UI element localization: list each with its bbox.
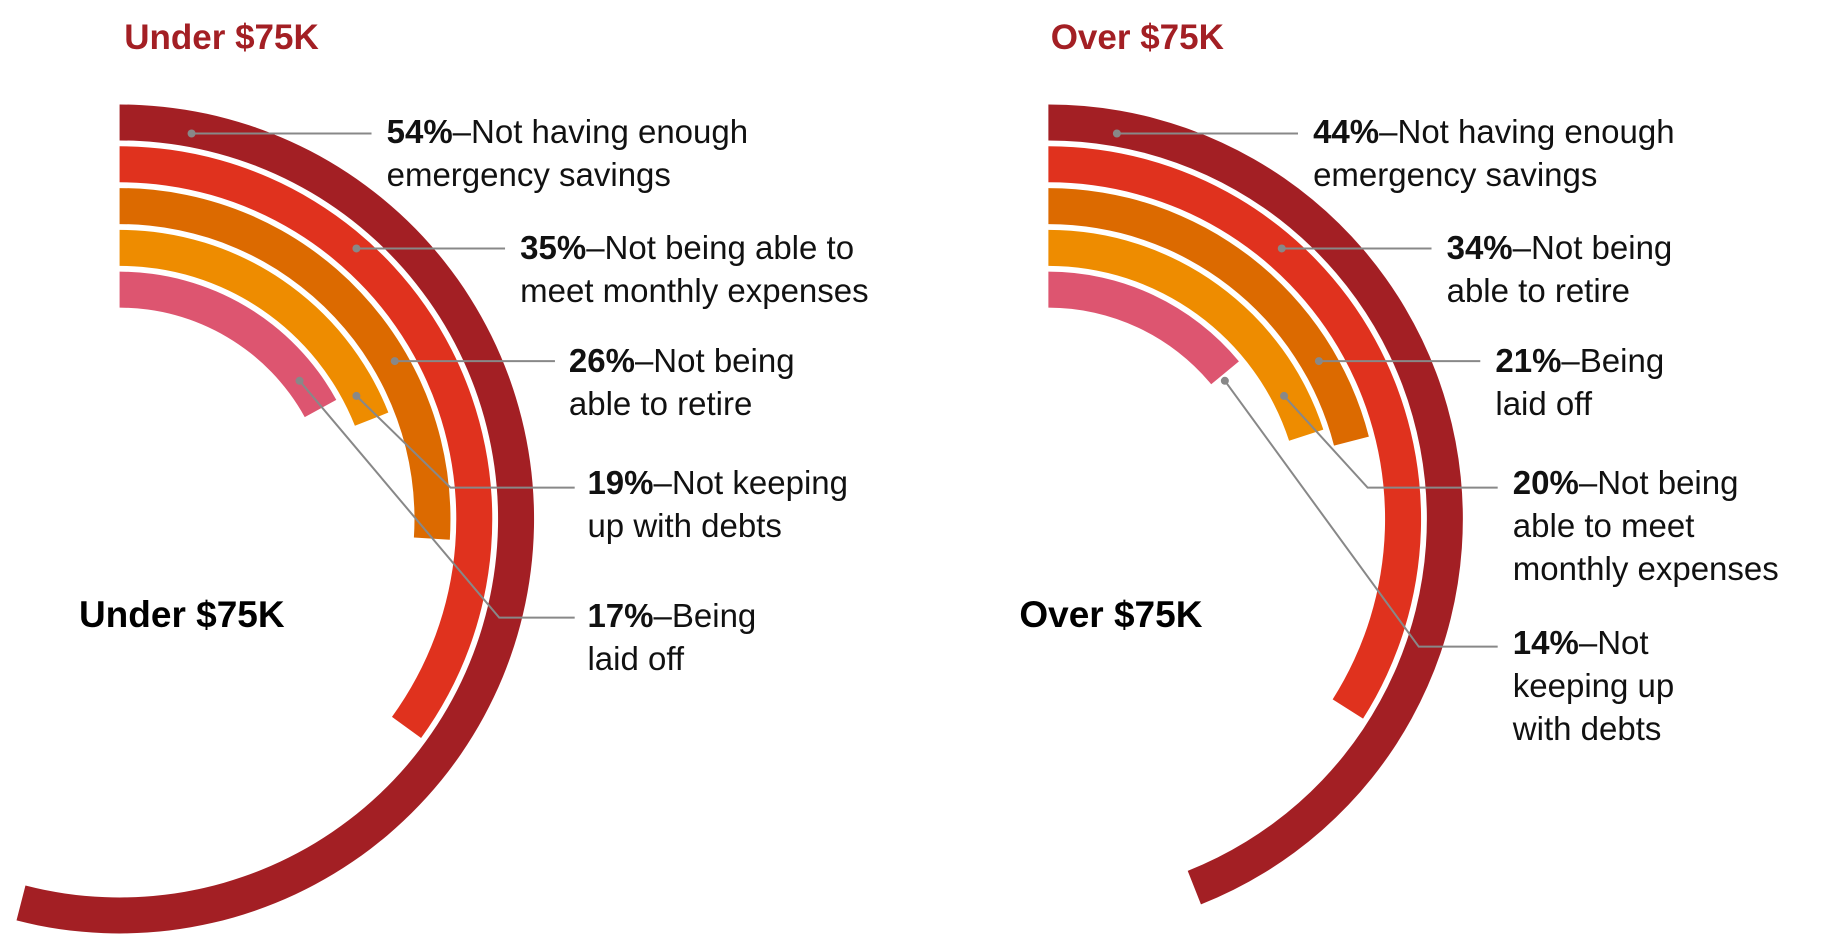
data-label: 34%–Not being able to retire [1447, 226, 1673, 312]
category-label: Being laid off [587, 597, 757, 678]
leader-line [1283, 395, 1498, 489]
separator: – [653, 597, 672, 635]
radial-chart [1048, 104, 1463, 905]
data-label: 17%–Being laid off [587, 594, 756, 680]
category-label: Not keeping up with debts [1512, 624, 1675, 748]
leader-dot [352, 244, 361, 253]
value-label: 19% [587, 463, 654, 501]
separator: – [1512, 229, 1532, 267]
value-label: 26% [568, 342, 635, 379]
data-label: 20%–Not being able to meet monthly expen… [1513, 461, 1779, 590]
arc-bar [119, 229, 389, 426]
arc-bar [119, 188, 451, 540]
leader-line [355, 395, 575, 489]
radial-chart [16, 104, 535, 934]
leader-dot [295, 376, 304, 385]
category-label: Not having enough emergency savings [386, 113, 749, 194]
leader-dot [390, 357, 399, 366]
separator: – [586, 229, 605, 267]
arc-bar [1048, 146, 1422, 719]
value-label: 14% [1512, 624, 1579, 662]
chart-title: Under $75K [124, 17, 319, 57]
arc-bar [1048, 188, 1369, 446]
value-label: 17% [587, 597, 654, 635]
category-label: Not keeping up with debts [587, 463, 848, 544]
leader-line [1224, 380, 1498, 648]
center-label: Under $75K [78, 593, 285, 635]
leader-dot [187, 129, 196, 138]
value-label: 20% [1512, 463, 1579, 501]
value-label: 34% [1446, 229, 1513, 267]
data-label: 21%–Being laid off [1495, 339, 1664, 425]
separator: – [1578, 624, 1598, 662]
value-label: 21% [1495, 342, 1562, 379]
center-label: Over $75K [1019, 593, 1203, 635]
leader-dot [1112, 129, 1121, 138]
value-label: 44% [1313, 113, 1380, 151]
data-label: 35%–Not being able to meet monthly expen… [520, 226, 869, 312]
category-label: Not being able to retire [1446, 229, 1673, 310]
leader-dot [1280, 391, 1289, 400]
data-label: 14%–Not keeping up with debts [1513, 621, 1674, 750]
arc-bar [119, 146, 493, 739]
category-label: Not having enough emergency savings [1313, 113, 1675, 194]
separator: – [1578, 463, 1598, 501]
data-label: 44%–Not having enough emergency savings [1313, 110, 1674, 196]
data-label: 26%–Not being able to retire [569, 339, 795, 425]
leader-dot [1314, 357, 1323, 366]
separator: – [1561, 342, 1580, 379]
arc-bar [119, 271, 337, 418]
arc-bar [1048, 271, 1239, 385]
arc-bar [1048, 229, 1324, 441]
value-label: 54% [386, 113, 453, 151]
separator: – [452, 113, 472, 151]
data-label: 19%–Not keeping up with debts [587, 461, 848, 547]
leader-dot [1220, 376, 1229, 385]
leader-dot [1277, 244, 1286, 253]
value-label: 35% [520, 229, 587, 267]
chart-title: Over $75K [1050, 17, 1224, 57]
category-label: Not being able to meet monthly expenses [520, 229, 869, 310]
leader-dot [352, 391, 361, 400]
leader-line [298, 380, 575, 619]
category-label: Being laid off [1495, 342, 1665, 422]
data-label: 54%–Not having enough emergency savings [387, 110, 748, 196]
separator: – [634, 342, 654, 379]
separator: – [1379, 113, 1398, 151]
category-label: Not being able to retire [568, 342, 795, 422]
category-label: Not being able to meet monthly expenses [1512, 463, 1779, 587]
separator: – [653, 463, 672, 501]
